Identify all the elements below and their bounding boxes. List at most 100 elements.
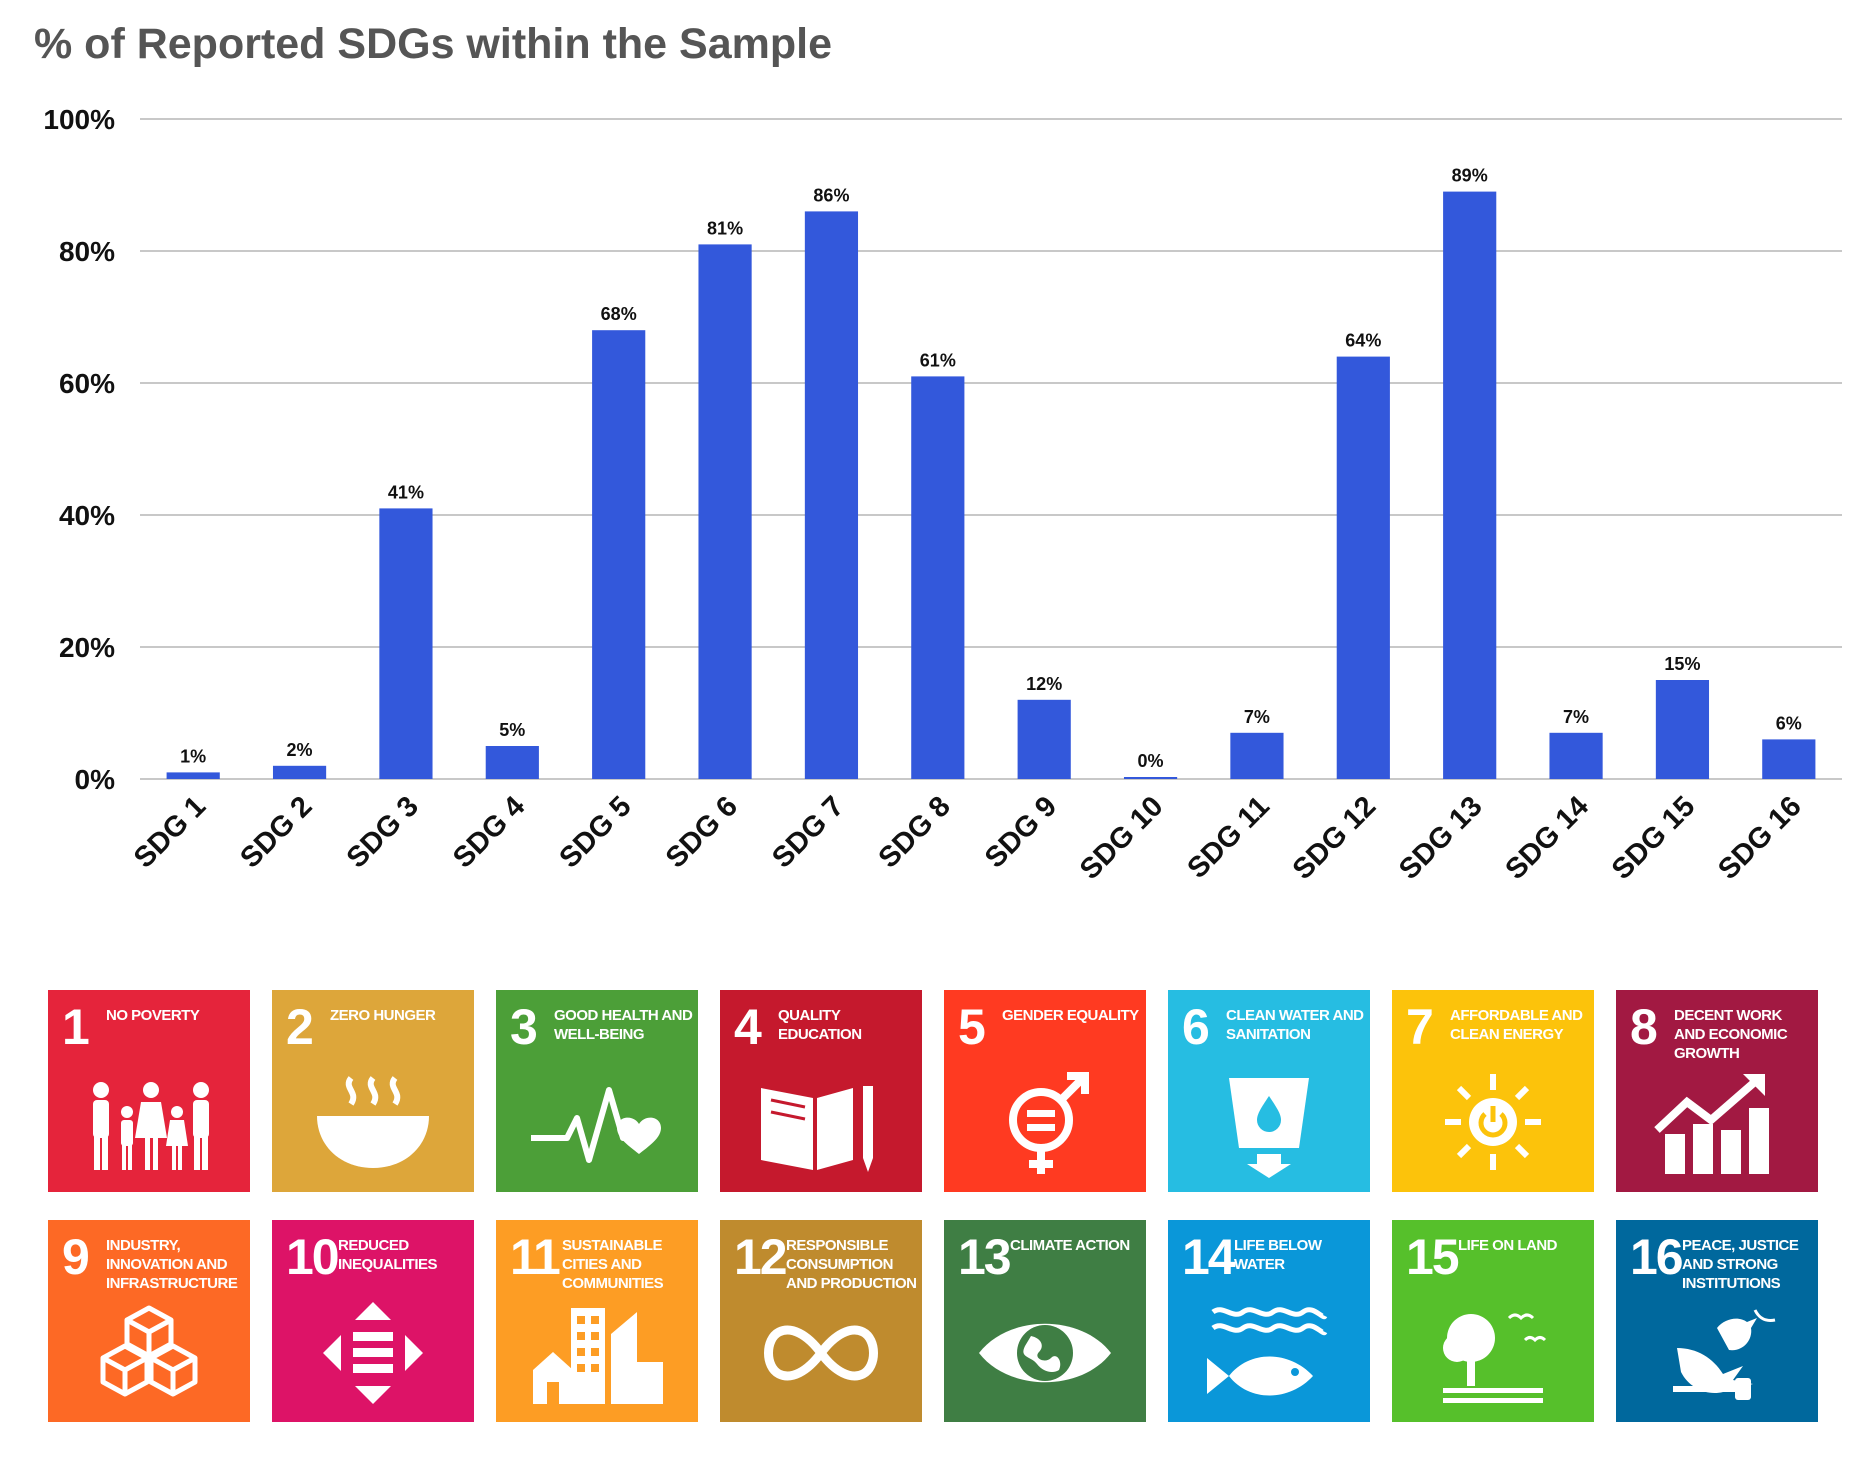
data-label: 68% xyxy=(601,304,637,324)
bar xyxy=(1336,356,1390,779)
x-tick-label: SDG 13 xyxy=(1393,790,1489,886)
people-family-icon xyxy=(93,1082,209,1170)
dove-gavel-icon xyxy=(1673,1309,1776,1400)
sdg-tile-number: 16 xyxy=(1630,1229,1684,1285)
data-label: 81% xyxy=(707,218,743,238)
data-labels: 1% 2% 41% 5% 68% 81% 86% 61% 12% 0% 7% 64% 89% 7% 15% 6… xyxy=(180,166,1802,771)
x-tick-label: SDG 3 xyxy=(341,790,425,874)
book-pencil-icon xyxy=(761,1086,873,1172)
y-tick-label: 80% xyxy=(59,236,115,267)
y-tick-label: 100% xyxy=(43,104,115,135)
y-tick-label: 40% xyxy=(59,500,115,531)
data-label: 6% xyxy=(1776,713,1802,733)
x-tick-label: SDG 14 xyxy=(1499,790,1595,886)
sdg-tile-number: 14 xyxy=(1182,1229,1236,1285)
sdg-tile-number: 9 xyxy=(62,1229,90,1285)
y-tick-label: 20% xyxy=(59,632,115,663)
bar-chart: 0% 20% 40% 60% 80% 100% 1% 2% 41% 5% 68% 81% 86% 61%… xyxy=(43,104,1842,886)
data-label: 2% xyxy=(287,740,313,760)
sdg-tile-title: Sustainable Cities and Communities xyxy=(562,1237,664,1292)
bar xyxy=(911,376,965,779)
sdg-tile-title: Industry, Innovation and Infrastructure xyxy=(106,1237,238,1292)
x-tick-label: SDG 8 xyxy=(873,790,957,874)
y-tick-label: 60% xyxy=(59,368,115,399)
heartbeat-icon xyxy=(531,1087,661,1163)
x-tick-label: SDG 7 xyxy=(766,790,850,874)
bar xyxy=(1443,191,1497,780)
data-label: 89% xyxy=(1452,166,1488,186)
sdg-tile-4: 4 Quality Education xyxy=(720,990,922,1192)
sun-power-icon xyxy=(1445,1074,1541,1170)
x-tick-label: SDG 6 xyxy=(660,790,744,874)
data-label: 41% xyxy=(388,482,424,502)
gender-equality-icon xyxy=(1009,1072,1089,1174)
chart-title: % of Reported SDGs within the Sample xyxy=(34,20,832,68)
sdg-tile-16: 16 Peace, Justice and Strong Institutions xyxy=(1616,1220,1818,1422)
data-label: 1% xyxy=(180,746,206,766)
x-tick-label: SDG 5 xyxy=(553,790,637,874)
sdg-tile-1: 1 No Poverty xyxy=(48,990,250,1192)
bowl-icon xyxy=(317,1076,429,1168)
sdg-tile-10: 10 Reduced Inequalities xyxy=(272,1220,474,1422)
tree-birds-icon xyxy=(1443,1313,1547,1403)
sdg-tile-2: 2 Zero Hunger xyxy=(272,990,474,1192)
x-tick-label: SDG 15 xyxy=(1606,790,1702,886)
sdg-tile-5: 5 Gender Equality xyxy=(944,990,1146,1192)
x-tick-label: SDG 16 xyxy=(1712,790,1808,886)
sdg-tile-title: Clean Water and Sanitation xyxy=(1226,1007,1364,1043)
x-axis-ticks: SDG 1 SDG 2 SDG 3 SDG 4 SDG 5 SDG 6 SDG 7 SDG 8… xyxy=(128,790,1808,886)
eye-globe-icon xyxy=(979,1323,1111,1383)
city-buildings-icon xyxy=(533,1308,663,1404)
bar xyxy=(1123,777,1178,779)
bar xyxy=(1017,699,1071,779)
sdg-tile-7: 7 Affordable and Clean Energy xyxy=(1392,990,1594,1192)
infinity-icon xyxy=(764,1325,878,1381)
sdg-tile-number: 10 xyxy=(286,1229,340,1285)
sdg-tile-number: 4 xyxy=(734,999,762,1055)
sdg-tile-number: 2 xyxy=(286,999,314,1055)
sdg-tile-title: Life Below Water xyxy=(1234,1237,1322,1273)
sdg-tile-13: 13 Climate Action xyxy=(944,1220,1146,1422)
sdg-tile-12: 12 Responsible Consumption and Production xyxy=(720,1220,922,1422)
sdg-tile-9: 9 Industry, Innovation and Infrastructure xyxy=(48,1220,250,1422)
sdg-tile-15: 15 Life on Land xyxy=(1392,1220,1594,1422)
growth-chart-icon xyxy=(1654,1074,1769,1174)
bar xyxy=(166,772,220,779)
sdg-icon-grid: 1 No Poverty 2 Zero Hunger 3 Good Health and … xyxy=(48,990,1826,1426)
cubes-icon xyxy=(100,1305,198,1397)
bar xyxy=(592,330,646,779)
equality-arrows-icon xyxy=(323,1302,423,1404)
fish-waves-icon xyxy=(1207,1307,1328,1396)
y-tick-label: 0% xyxy=(75,764,116,795)
sdg-tile-title: Affordable and Clean Energy xyxy=(1450,1007,1583,1043)
sdg-tile-8: 8 Decent Work and Economic Growth xyxy=(1616,990,1818,1192)
sdg-tile-title: Decent Work and Economic Growth xyxy=(1674,1007,1788,1062)
bar xyxy=(804,211,859,779)
data-label: 7% xyxy=(1244,707,1270,727)
sdg-tile-11: 11 Sustainable Cities and Communities xyxy=(496,1220,698,1422)
water-glass-icon xyxy=(1229,1078,1309,1178)
sdg-tile-title: Peace, Justice and Strong Institutions xyxy=(1682,1237,1799,1292)
sdg-tile-number: 15 xyxy=(1406,1229,1460,1285)
bar xyxy=(698,244,752,779)
sdg-tile-title: No Poverty xyxy=(106,1007,200,1024)
sdg-tile-title: Responsible Consumption and Production xyxy=(786,1237,917,1292)
sdg-tile-number: 11 xyxy=(510,1229,561,1285)
data-label: 5% xyxy=(499,720,525,740)
sdg-tile-3: 3 Good Health and Well-Being xyxy=(496,990,698,1192)
sdg-tile-number: 6 xyxy=(1182,999,1210,1055)
sdg-tile-title: Climate Action xyxy=(1010,1237,1130,1254)
sdg-tile-number: 5 xyxy=(958,999,986,1055)
sdg-tile-number: 3 xyxy=(510,999,538,1055)
bar xyxy=(272,765,327,779)
data-label: 0% xyxy=(1138,751,1164,771)
sdg-tile-number: 12 xyxy=(734,1229,788,1285)
x-tick-label: SDG 4 xyxy=(447,790,531,874)
x-tick-label: SDG 1 xyxy=(128,790,212,874)
data-label: 64% xyxy=(1345,331,1381,351)
data-label: 15% xyxy=(1664,654,1700,674)
x-tick-label: SDG 2 xyxy=(234,790,318,874)
bar xyxy=(379,508,433,779)
bar xyxy=(1655,680,1710,779)
x-tick-label: SDG 10 xyxy=(1074,790,1170,886)
